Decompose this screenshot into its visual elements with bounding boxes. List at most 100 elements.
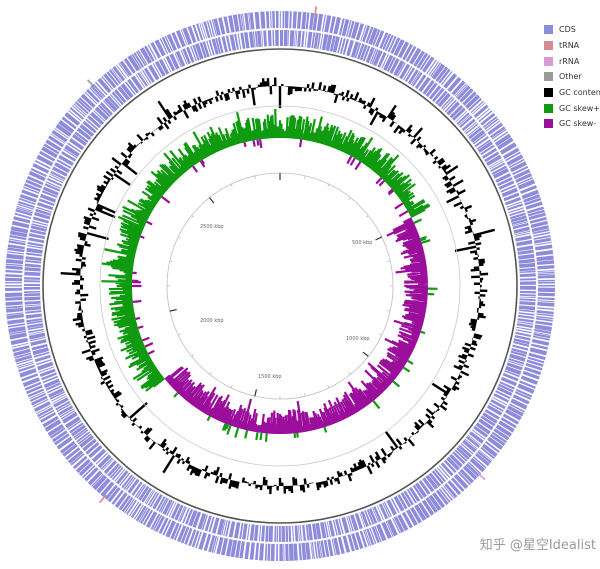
cds-feature xyxy=(533,235,551,240)
cds-feature xyxy=(123,57,136,74)
cds-feature xyxy=(17,203,34,210)
cds-feature xyxy=(100,457,113,470)
cds-feature xyxy=(515,329,532,334)
cds-feature xyxy=(239,522,244,540)
cds-feature xyxy=(537,284,556,287)
cds-feature xyxy=(369,527,377,545)
cds-feature xyxy=(516,239,533,247)
cds-feature xyxy=(138,507,149,523)
cds-feature xyxy=(140,508,151,524)
cds-feature xyxy=(44,419,62,432)
cds-feature xyxy=(9,332,27,340)
cds-feature xyxy=(484,151,500,163)
cds-feature xyxy=(509,161,527,173)
cds-feature xyxy=(518,314,535,319)
cds-feature xyxy=(532,232,550,237)
cds-feature xyxy=(467,461,482,475)
cds-feature xyxy=(272,11,275,29)
cds-feature xyxy=(178,506,186,522)
cds-feature xyxy=(530,220,548,228)
cds-feature xyxy=(52,395,67,404)
cds-feature xyxy=(470,130,486,143)
cds-feature xyxy=(113,89,127,104)
cds-feature xyxy=(130,502,142,519)
cds-feature xyxy=(533,331,551,336)
cds-feature xyxy=(48,135,65,148)
cds-feature xyxy=(324,15,332,33)
cds-feature xyxy=(399,63,411,80)
cds-feature xyxy=(265,11,270,29)
cds-feature xyxy=(281,525,286,542)
cds-feature xyxy=(520,375,538,385)
cds-feature xyxy=(89,87,102,101)
cds-feature xyxy=(529,347,548,356)
cds-feature xyxy=(414,482,428,498)
cds-feature xyxy=(509,353,526,362)
cds-feature xyxy=(26,385,43,395)
cds-feature xyxy=(517,179,536,190)
cds-feature xyxy=(52,430,68,443)
cds-feature xyxy=(360,511,369,528)
cds-feature xyxy=(456,85,471,100)
cds-feature xyxy=(139,47,152,65)
cds-feature xyxy=(89,111,105,126)
cds-feature xyxy=(320,522,327,539)
cds-feature xyxy=(428,85,442,100)
cds-feature xyxy=(56,436,73,450)
cds-feature xyxy=(529,216,547,224)
cds-feature xyxy=(425,474,439,490)
cds-feature xyxy=(493,428,510,441)
cds-feature xyxy=(491,165,507,176)
cds-feature xyxy=(532,335,550,341)
cds-feature xyxy=(118,62,130,78)
cds-feature xyxy=(537,271,555,274)
cds-feature xyxy=(524,197,542,206)
cds-feature xyxy=(499,142,517,155)
cds-feature xyxy=(376,505,384,521)
cds-feature xyxy=(494,133,512,147)
cds-feature xyxy=(53,397,69,408)
cds-feature xyxy=(397,514,409,531)
cds-feature xyxy=(118,494,131,511)
cds-feature xyxy=(69,107,85,120)
cds-feature xyxy=(431,470,444,485)
cds-feature xyxy=(393,60,405,77)
cds-feature xyxy=(422,56,435,73)
cds-feature xyxy=(127,54,141,72)
cds-feature xyxy=(318,540,323,558)
cds-feature xyxy=(78,97,93,111)
cds-feature xyxy=(480,144,495,156)
cds-feature xyxy=(74,429,89,441)
cds-feature xyxy=(179,506,187,522)
cds-feature xyxy=(165,520,177,538)
cds-feature xyxy=(48,175,64,184)
cds-feature xyxy=(39,150,56,162)
cds-feature xyxy=(24,283,41,286)
cds-feature xyxy=(175,30,186,48)
cds-feature xyxy=(535,249,554,256)
cds-feature xyxy=(416,52,429,69)
cds-feature xyxy=(180,49,188,65)
cds-feature xyxy=(490,162,506,172)
cds-feature xyxy=(368,507,378,524)
cds-feature xyxy=(7,244,25,250)
cds-feature xyxy=(414,74,427,90)
cds-feature xyxy=(267,543,271,561)
cds-feature xyxy=(316,33,322,50)
cds-feature xyxy=(469,431,484,444)
cds-feature xyxy=(40,412,57,423)
cds-feature xyxy=(519,267,536,272)
cds-feature xyxy=(428,61,440,76)
cds-feature xyxy=(438,465,451,479)
cds-feature xyxy=(5,287,23,292)
cds-feature xyxy=(489,160,504,170)
cds-feature xyxy=(27,241,44,247)
cds-feature xyxy=(208,516,215,533)
cds-feature xyxy=(525,201,543,210)
cds-feature xyxy=(498,383,514,393)
cds-feature xyxy=(42,415,59,428)
cds-feature xyxy=(22,377,41,387)
cds-feature xyxy=(519,270,536,274)
cds-feature xyxy=(42,375,59,384)
cds-feature xyxy=(141,69,152,84)
